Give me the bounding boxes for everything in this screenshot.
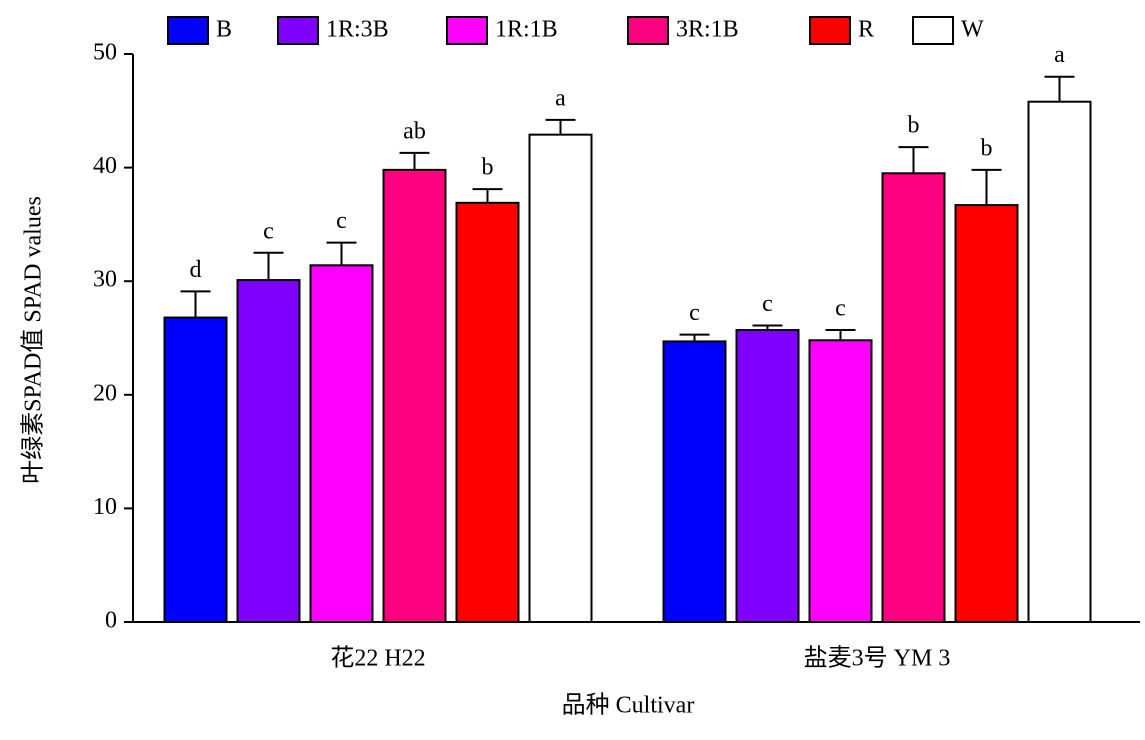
significance-letter: c [835,296,846,322]
y-tick-label: 30 [93,267,117,293]
bar [528,133,593,623]
significance-letter: d [190,257,202,283]
legend-swatch [912,16,954,45]
legend-label: B [216,17,232,43]
bar [881,172,946,623]
significance-letter: a [555,85,566,111]
x-tick-label: 花22 H22 [330,645,425,672]
bar [455,201,520,623]
significance-letter: b [981,135,993,161]
legend-swatch [277,16,319,45]
y-tick-label: 0 [105,608,117,634]
bar [382,168,447,623]
significance-letter: b [908,113,920,139]
y-tick-label: 40 [93,153,117,179]
bar [954,204,1019,623]
significance-letter: b [482,155,494,181]
legend-label: 3R:1B [676,17,739,43]
legend-label: 1R:1B [495,17,558,43]
x-tick-label: 盐麦3号 YM 3 [804,645,951,672]
significance-letter: c [689,300,700,326]
bar [808,339,873,623]
significance-letter: c [263,218,274,244]
legend-swatch [167,16,209,45]
bar [309,264,374,623]
y-tick-label: 20 [93,380,117,406]
y-tick-label: 10 [93,494,117,520]
legend-label: W [961,17,984,43]
x-axis-label: 品种 Cultivar [562,692,695,719]
bar [735,329,800,623]
legend-label: R [858,17,874,43]
bar [236,279,301,623]
y-axis-label: 叶绿素SPAD值 SPAD values [20,196,47,484]
legend-swatch [627,16,669,45]
bar [163,316,228,623]
bar [662,340,727,623]
significance-letter: ab [403,118,426,144]
bar [1027,100,1092,624]
significance-letter: c [762,291,773,317]
y-tick-label: 50 [93,40,117,66]
legend-swatch [446,16,488,45]
significance-letter: a [1054,42,1065,68]
significance-letter: c [336,208,347,234]
legend-label: 1R:3B [326,17,389,43]
legend-swatch [809,16,851,45]
